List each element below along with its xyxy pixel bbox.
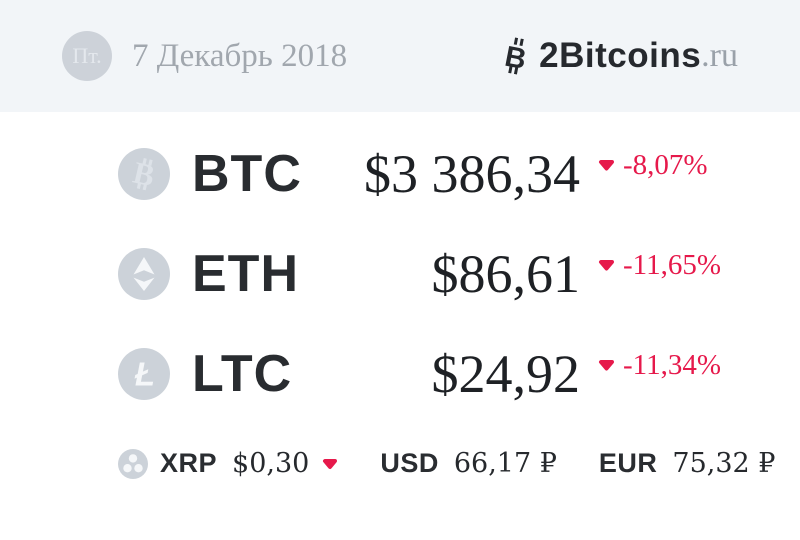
ripple-icon — [118, 448, 148, 479]
price-row-btc: B BTC $3 386,34 -8,07% — [118, 124, 750, 224]
coin-symbol: BTC — [192, 145, 302, 203]
ticker-symbol-usd: USD — [380, 448, 439, 478]
coin-change-value: -11,65% — [623, 248, 721, 281]
logo-tld: .ru — [701, 37, 738, 74]
down-triangle-icon — [599, 360, 614, 371]
down-triangle-icon — [599, 260, 614, 271]
header: Пт. 7 Декабрь 2018 B 2Bitcoins .ru — [0, 0, 800, 112]
price-rows: B BTC $3 386,34 -8,07% ETH $86,61 — [0, 112, 800, 424]
coin-change: -11,34% — [598, 349, 750, 382]
ticker-symbol-eur: EUR — [598, 448, 658, 478]
price-row-eth: ETH $86,61 -11,65% — [118, 224, 750, 324]
bitcoin-icon: B — [118, 148, 170, 200]
logo-bitcoin-icon: B — [502, 37, 529, 76]
coin-symbol: ETH — [192, 245, 299, 303]
litecoin-icon: Ł — [118, 348, 170, 400]
price-row-ltc: Ł LTC $24,92 -11,34% — [118, 324, 750, 424]
ticker-value-eur: 75,32 ₽ — [672, 448, 776, 479]
logo-name: 2Bitcoins — [539, 36, 702, 75]
ethereum-icon — [118, 248, 170, 300]
date-label: 7 Декабрь 2018 — [132, 37, 348, 74]
coin-symbol: LTC — [192, 345, 293, 403]
ticker-symbol-xrp: XRP — [160, 448, 218, 478]
coin-price: $24,92 — [431, 344, 581, 404]
site-logo[interactable]: B 2Bitcoins .ru — [501, 34, 738, 78]
coin-change: -8,07% — [598, 149, 750, 182]
ticker-value-usd: 66,17 ₽ — [453, 448, 557, 479]
ticker-bar: XRP $0,30 USD 66,17 ₽ EUR 75,32 ₽ — [0, 448, 800, 479]
coin-change: -11,65% — [598, 249, 750, 282]
svg-text:B: B — [502, 41, 529, 76]
down-triangle-icon — [323, 458, 338, 469]
coin-change-value: -8,07% — [623, 148, 708, 181]
coin-price: $86,61 — [431, 244, 581, 304]
day-badge: Пт. — [62, 31, 112, 81]
ticker-price-xrp: $0,30 — [232, 448, 310, 479]
svg-text:Ł: Ł — [134, 356, 155, 393]
down-triangle-icon — [599, 160, 614, 171]
coin-price: $3 386,34 — [364, 144, 580, 204]
coin-change-value: -11,34% — [623, 348, 721, 381]
